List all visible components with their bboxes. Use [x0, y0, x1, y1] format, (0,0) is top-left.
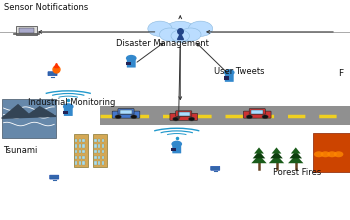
FancyBboxPatch shape — [100, 106, 350, 125]
FancyBboxPatch shape — [120, 110, 132, 114]
FancyBboxPatch shape — [102, 150, 104, 153]
FancyBboxPatch shape — [19, 28, 34, 33]
FancyBboxPatch shape — [94, 161, 97, 165]
FancyBboxPatch shape — [127, 60, 136, 68]
Circle shape — [188, 117, 195, 121]
FancyBboxPatch shape — [102, 161, 104, 165]
Circle shape — [148, 21, 172, 36]
FancyBboxPatch shape — [98, 144, 100, 148]
FancyBboxPatch shape — [102, 139, 104, 142]
FancyBboxPatch shape — [16, 26, 37, 35]
FancyBboxPatch shape — [75, 139, 77, 142]
FancyBboxPatch shape — [98, 139, 100, 142]
FancyBboxPatch shape — [79, 144, 81, 148]
Polygon shape — [2, 105, 56, 118]
FancyBboxPatch shape — [251, 110, 263, 114]
Polygon shape — [291, 147, 301, 154]
Circle shape — [163, 21, 197, 42]
Circle shape — [63, 103, 74, 110]
Circle shape — [173, 117, 179, 121]
FancyBboxPatch shape — [75, 156, 77, 159]
Polygon shape — [272, 147, 281, 154]
FancyBboxPatch shape — [172, 146, 181, 153]
FancyBboxPatch shape — [224, 77, 229, 80]
FancyBboxPatch shape — [83, 156, 85, 159]
Text: Industrial Monitoring: Industrial Monitoring — [28, 98, 116, 107]
FancyBboxPatch shape — [79, 150, 81, 153]
Text: F: F — [338, 69, 343, 78]
Circle shape — [327, 151, 337, 157]
FancyBboxPatch shape — [93, 134, 107, 167]
Text: Sensor Notifications: Sensor Notifications — [4, 3, 88, 12]
Polygon shape — [270, 151, 283, 158]
FancyBboxPatch shape — [98, 156, 100, 159]
FancyBboxPatch shape — [48, 72, 57, 76]
FancyBboxPatch shape — [170, 113, 197, 120]
FancyBboxPatch shape — [94, 150, 97, 153]
FancyBboxPatch shape — [313, 133, 350, 172]
FancyBboxPatch shape — [74, 134, 88, 167]
FancyBboxPatch shape — [118, 109, 134, 114]
FancyBboxPatch shape — [75, 150, 77, 153]
FancyBboxPatch shape — [79, 156, 81, 159]
FancyBboxPatch shape — [94, 139, 97, 142]
Circle shape — [172, 141, 182, 147]
FancyBboxPatch shape — [176, 111, 192, 116]
FancyBboxPatch shape — [63, 111, 68, 114]
FancyBboxPatch shape — [249, 109, 265, 114]
FancyBboxPatch shape — [75, 161, 77, 165]
Polygon shape — [288, 155, 303, 163]
Circle shape — [321, 151, 330, 157]
Circle shape — [171, 30, 189, 42]
FancyBboxPatch shape — [126, 62, 131, 65]
Polygon shape — [253, 151, 265, 158]
FancyBboxPatch shape — [2, 99, 56, 138]
FancyBboxPatch shape — [98, 161, 100, 165]
Circle shape — [246, 115, 253, 119]
FancyBboxPatch shape — [94, 144, 97, 148]
FancyBboxPatch shape — [171, 148, 176, 151]
FancyBboxPatch shape — [83, 144, 85, 148]
Circle shape — [334, 151, 343, 157]
Circle shape — [160, 28, 180, 41]
Polygon shape — [251, 155, 267, 163]
FancyBboxPatch shape — [94, 156, 97, 159]
Text: User Tweets: User Tweets — [214, 67, 264, 76]
FancyBboxPatch shape — [112, 111, 140, 118]
FancyBboxPatch shape — [83, 150, 85, 153]
Polygon shape — [269, 155, 284, 163]
FancyBboxPatch shape — [83, 161, 85, 165]
Text: Disaster Management: Disaster Management — [116, 38, 208, 48]
Polygon shape — [254, 147, 264, 154]
FancyBboxPatch shape — [211, 166, 220, 170]
FancyBboxPatch shape — [75, 144, 77, 148]
FancyBboxPatch shape — [79, 161, 81, 165]
Polygon shape — [289, 151, 302, 158]
FancyBboxPatch shape — [225, 74, 234, 82]
FancyBboxPatch shape — [102, 144, 104, 148]
Circle shape — [180, 28, 201, 41]
FancyBboxPatch shape — [98, 150, 100, 153]
FancyBboxPatch shape — [50, 175, 59, 179]
Circle shape — [262, 115, 268, 119]
FancyBboxPatch shape — [244, 111, 271, 118]
Text: Forest Fires: Forest Fires — [273, 168, 321, 177]
FancyBboxPatch shape — [83, 139, 85, 142]
FancyBboxPatch shape — [178, 112, 190, 116]
FancyBboxPatch shape — [79, 139, 81, 142]
FancyBboxPatch shape — [102, 156, 104, 159]
Text: Tsunami: Tsunami — [4, 146, 38, 155]
Circle shape — [131, 115, 137, 119]
Circle shape — [126, 55, 136, 62]
Circle shape — [314, 151, 323, 157]
Circle shape — [189, 21, 213, 36]
Circle shape — [224, 69, 234, 76]
FancyBboxPatch shape — [64, 108, 73, 116]
Circle shape — [115, 115, 121, 119]
